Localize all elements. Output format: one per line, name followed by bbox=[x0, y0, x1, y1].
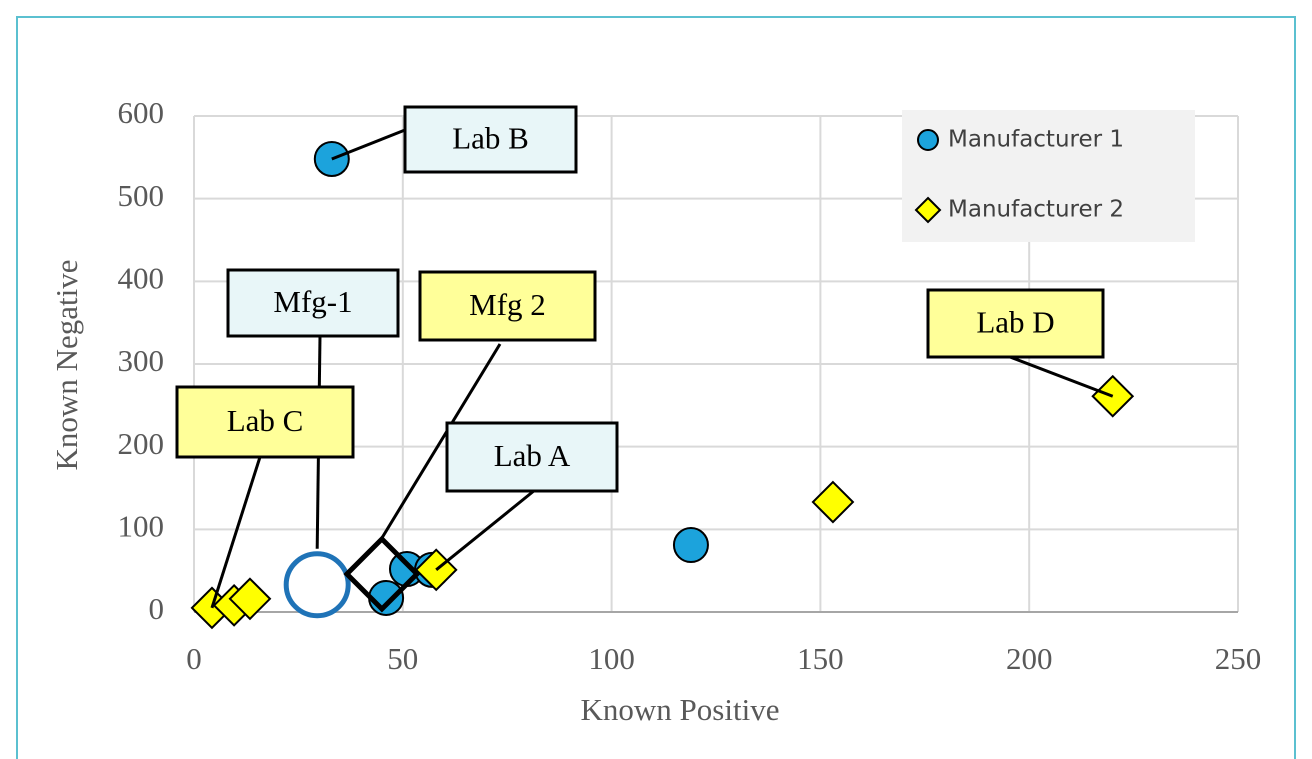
y-tick-label: 600 bbox=[118, 95, 165, 130]
scatter-point bbox=[228, 577, 272, 621]
reference-point bbox=[343, 535, 421, 613]
legend-box bbox=[902, 110, 1195, 242]
legend-marker bbox=[914, 196, 942, 224]
y-tick-label: 100 bbox=[118, 508, 165, 543]
legend-marker bbox=[917, 129, 939, 151]
annotation-text: Lab A bbox=[494, 438, 571, 473]
annotation-text: Mfg-1 bbox=[273, 284, 352, 319]
leader-line bbox=[210, 456, 262, 609]
x-axis-label: Known Positive bbox=[581, 692, 780, 727]
y-tick-label: 500 bbox=[118, 178, 165, 213]
x-tick-label: 50 bbox=[387, 641, 418, 676]
x-tick-label: 100 bbox=[588, 641, 635, 676]
annotation-box bbox=[418, 270, 597, 342]
x-tick-label: 150 bbox=[797, 641, 844, 676]
annotation-text: Lab D bbox=[976, 305, 1054, 340]
y-tick-label: 400 bbox=[118, 260, 165, 295]
leader-line bbox=[1009, 355, 1114, 398]
leader-line bbox=[331, 128, 406, 161]
legend-label: Manufacturer 1 bbox=[948, 127, 1124, 153]
annotation-box bbox=[226, 268, 400, 338]
leader-line bbox=[435, 488, 536, 572]
annotation-box bbox=[403, 105, 578, 174]
annotation-text: Lab C bbox=[227, 403, 304, 438]
x-tick-label: 0 bbox=[186, 641, 202, 676]
y-tick-label: 300 bbox=[118, 343, 165, 378]
reference-point bbox=[283, 551, 351, 619]
legend-label: Manufacturer 2 bbox=[948, 197, 1124, 223]
annotation-text: Lab B bbox=[452, 121, 529, 156]
x-tick-label: 200 bbox=[1006, 641, 1053, 676]
annotation-box bbox=[445, 421, 619, 493]
annotation-text: Mfg 2 bbox=[469, 287, 546, 322]
scatter-point bbox=[811, 480, 855, 524]
y-tick-label: 200 bbox=[118, 426, 165, 461]
annotation-box bbox=[926, 288, 1105, 359]
leader-line bbox=[380, 343, 502, 539]
x-tick-label: 250 bbox=[1215, 641, 1262, 676]
y-tick-label: 0 bbox=[149, 591, 165, 626]
annotation-box bbox=[175, 385, 355, 459]
y-axis-label: Known Negative bbox=[49, 260, 84, 471]
scatter-point bbox=[672, 527, 709, 564]
